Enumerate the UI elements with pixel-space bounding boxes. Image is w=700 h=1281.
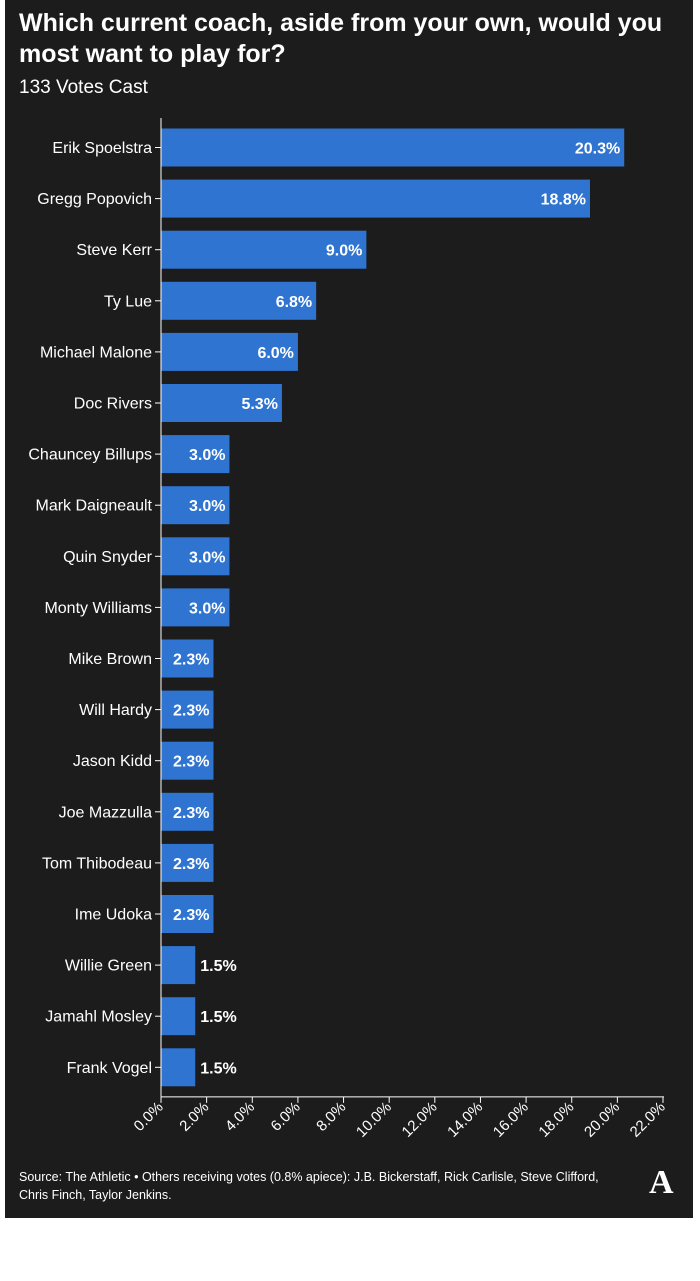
y-tick-label-mark-daigneault: Mark Daigneault [36,498,153,515]
bar-jamahl-mosley [161,997,196,1036]
bar-will-hardy [161,690,214,729]
value-label-mark-daigneault: 3.0% [189,498,225,515]
bars-layer: 20.3% 18.8% 9.0% 6.8% 6.0% 5.3% 3.0% 3.0% 3.0% 3.… [161,128,625,1087]
y-tick-label-tom-thibodeau: Tom Thibodeau [42,855,152,872]
y-tick-label-erik-spoelstra: Erik Spoelstra [52,140,152,157]
x-tick-label: 0.0% [131,1099,167,1135]
value-label-willie-green: 1.5% [200,958,236,975]
chart-title: Which current coach, aside from your own… [19,9,663,68]
value-label-doc-rivers: 5.3% [241,396,277,413]
bar-steve-kerr [161,230,367,269]
value-label-gregg-popovich: 18.8% [541,192,586,209]
y-tick-label-frank-vogel: Frank Vogel [67,1060,152,1077]
bar-doc-rivers [161,384,282,422]
value-label-mike-brown: 2.3% [173,652,209,669]
value-label-ime-udoka: 2.3% [173,907,209,924]
y-tick-label-steve-kerr: Steve Kerr [76,242,152,259]
value-label-quin-snyder: 3.0% [189,549,225,566]
y-tick-label-chauncey-billups: Chauncey Billups [28,447,152,464]
x-tick-label: 2.0% [176,1099,212,1135]
x-tick-label: 8.0% [313,1099,349,1135]
chart-card: Which current coach, aside from your own… [5,0,693,1218]
bar-mark-daigneault [161,486,230,525]
x-tick-label: 6.0% [268,1099,304,1135]
bar-willie-green [161,946,196,985]
value-label-joe-mazzulla: 2.3% [173,805,209,822]
value-label-michael-malone: 6.0% [257,345,293,362]
value-label-jamahl-mosley: 1.5% [200,1009,236,1026]
bar-ime-udoka [161,895,214,933]
y-tick-label-quin-snyder: Quin Snyder [63,549,153,566]
value-label-frank-vogel: 1.5% [200,1060,236,1077]
bar-mike-brown [161,639,214,678]
x-tick-label: 16.0% [490,1099,532,1141]
y-tick-label-doc-rivers: Doc Rivers [74,396,152,413]
bar-michael-malone [161,332,298,371]
x-tick-label: 4.0% [222,1099,258,1135]
y-tick-label-jamahl-mosley: Jamahl Mosley [45,1009,152,1026]
value-label-tom-thibodeau: 2.3% [173,856,209,873]
x-tick-label: 22.0% [627,1099,669,1141]
bar-chart: 20.3% 18.8% 9.0% 6.8% 6.0% 5.3% 3.0% 3.0% 3.0% 3.… [28,117,669,1141]
value-label-jason-kidd: 2.3% [173,754,209,771]
bar-erik-spoelstra [161,128,625,167]
source-note: Source: The Athletic • Others receiving … [19,1170,599,1202]
y-tick-label-ty-lue: Ty Lue [104,293,152,310]
bar-jason-kidd [161,741,214,780]
y-tick-label-will-hardy: Will Hardy [79,702,152,719]
x-tick-label: 10.0% [353,1099,395,1141]
x-tick-label: 14.0% [444,1099,486,1141]
value-label-ty-lue: 6.8% [276,294,312,311]
value-label-steve-kerr: 9.0% [326,243,362,260]
value-label-erik-spoelstra: 20.3% [575,141,620,158]
athletic-logo-icon: A [649,1164,674,1201]
bar-ty-lue [161,281,317,320]
value-label-monty-williams: 3.0% [189,600,225,617]
chart-subtitle: 133 Votes Cast [19,77,148,98]
value-label-will-hardy: 2.3% [173,703,209,720]
bar-tom-thibodeau [161,843,214,882]
y-tick-label-joe-mazzulla: Joe Mazzulla [59,804,152,821]
bar-quin-snyder [161,537,230,576]
x-tick-label: 18.0% [535,1099,577,1141]
y-tick-label-mike-brown: Mike Brown [68,651,152,668]
bar-chauncey-billups [161,435,230,474]
y-tick-label-willie-green: Willie Green [65,958,152,975]
bar-frank-vogel [161,1048,196,1087]
bar-monty-williams [161,588,230,627]
value-label-chauncey-billups: 3.0% [189,447,225,464]
y-tick-label-michael-malone: Michael Malone [40,344,152,361]
bar-joe-mazzulla [161,792,214,831]
bar-gregg-popovich [161,179,590,218]
y-tick-label-gregg-popovich: Gregg Popovich [37,191,152,208]
y-tick-label-jason-kidd: Jason Kidd [73,753,152,770]
x-tick-label: 12.0% [399,1099,441,1141]
y-tick-label-monty-williams: Monty Williams [44,600,152,617]
y-tick-label-ime-udoka: Ime Udoka [75,907,152,924]
axis-layer: Erik Spoelstra Gregg Popovich Steve Kerr Ty… [28,117,669,1141]
x-tick-label: 20.0% [581,1099,623,1141]
